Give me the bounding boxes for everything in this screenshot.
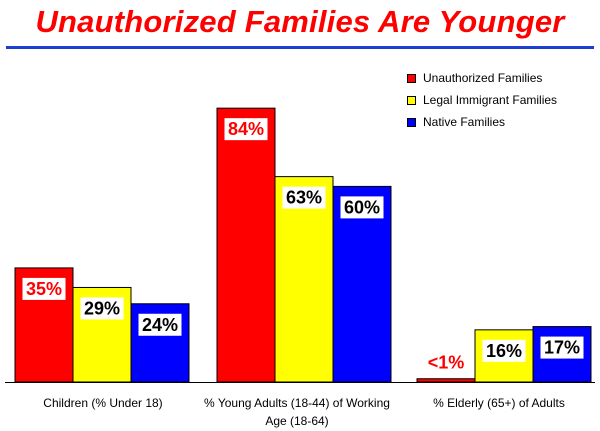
value-label-bg-legal-immigrant-0 <box>80 297 124 320</box>
x-tick-label-elderly: % Elderly (65+) of Adults <box>433 396 565 410</box>
legend-item-unauthorized: Unauthorized Families <box>407 67 557 89</box>
value-label-bg-native-2 <box>540 336 584 359</box>
legend-item-native: Native Families <box>407 111 557 133</box>
bar-unauthorized-1 <box>216 107 276 383</box>
value-label-bg-native-0 <box>138 313 182 336</box>
value-label-bg-unauthorized-1 <box>224 118 268 141</box>
value-label-bg-native-1 <box>340 196 384 219</box>
legend-swatch-legal-immigrant <box>407 95 416 105</box>
legend-label-native: Native Families <box>423 115 506 129</box>
value-label-native-2: 17% <box>544 338 580 358</box>
value-label-unauthorized-0: 35% <box>26 279 62 299</box>
value-label-bg-unauthorized-0 <box>22 277 66 300</box>
value-label-legal-immigrant-0: 29% <box>84 298 120 318</box>
bar-legal-immigrant-1 <box>274 176 334 383</box>
legend-swatch-unauthorized <box>407 73 416 83</box>
bar-unauthorized-2 <box>416 378 476 383</box>
value-label-native-0: 24% <box>142 315 178 335</box>
legend-swatch-native <box>407 117 416 127</box>
legend-label-legal-immigrant: Legal Immigrant Families <box>423 93 558 107</box>
legend: Unauthorized Families Legal Immigrant Fa… <box>407 67 557 133</box>
x-tick-label-children: Children (% Under 18) <box>43 396 163 410</box>
value-label-legal-immigrant-1: 63% <box>286 188 322 208</box>
title-underline <box>6 46 594 49</box>
value-label-legal-immigrant-2: 16% <box>486 341 522 361</box>
legend-label-unauthorized: Unauthorized Families <box>423 71 543 85</box>
value-label-bg-legal-immigrant-2 <box>482 339 526 362</box>
chart-title: Unauthorized Families Are Younger <box>35 4 565 39</box>
legend-item-legal-immigrant: Legal Immigrant Families <box>407 89 557 111</box>
value-label-native-1: 60% <box>344 197 380 217</box>
value-label-unauthorized-1: 84% <box>228 119 264 139</box>
bar-native-1 <box>332 185 392 383</box>
value-label-bg-legal-immigrant-1 <box>282 186 326 209</box>
x-tick-label-young-adults: % Young Adults (18-44) of Working Age (1… <box>204 396 390 428</box>
value-label-unauthorized-2: <1% <box>428 353 465 373</box>
